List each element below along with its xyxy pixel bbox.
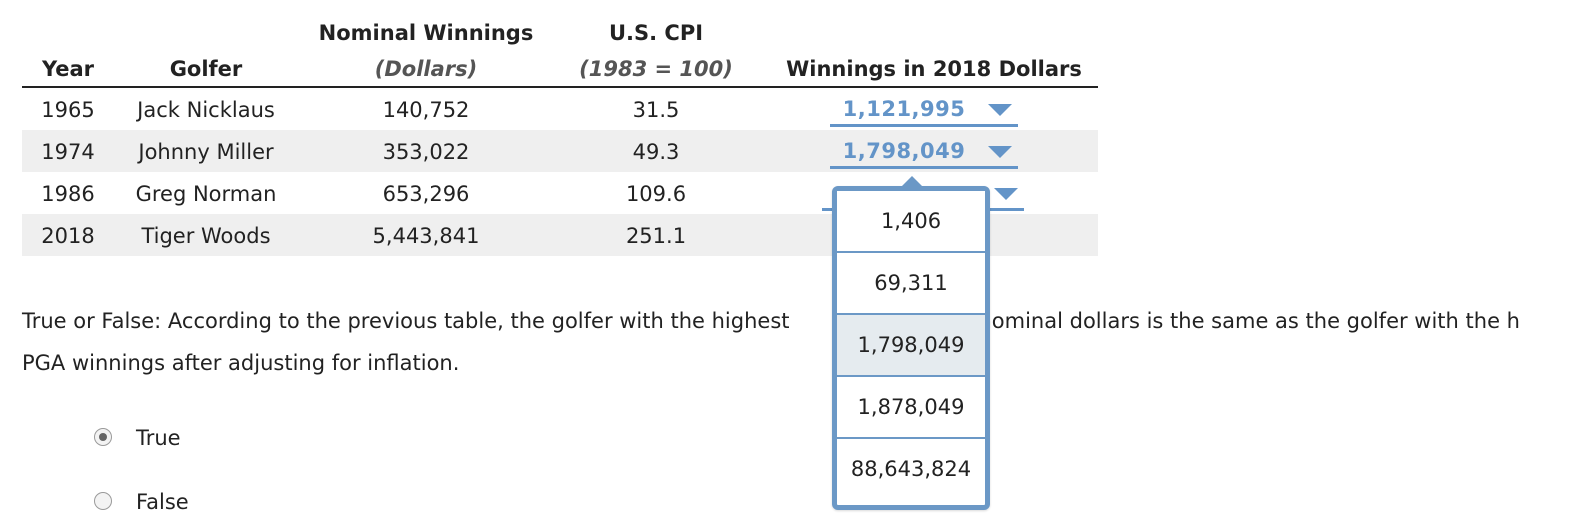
cell-golfer: Johnny Miller: [138, 140, 274, 164]
cell-golfer: Jack Nicklaus: [137, 98, 275, 122]
header-nominal-title: Nominal Winnings: [318, 21, 534, 45]
table-row: 1965 Jack Nicklaus 140,752 31.5 1,121,99…: [22, 88, 1098, 130]
cell-nominal: 5,443,841: [372, 224, 480, 248]
answer-false-label[interactable]: False: [136, 490, 189, 514]
cell-cpi: 109.6: [625, 182, 687, 206]
header-nominal-unit: (Dollars): [374, 57, 478, 81]
table-header-top: Nominal Winnings U.S. CPI: [22, 18, 1098, 48]
cell-golfer: Greg Norman: [135, 182, 277, 206]
chevron-down-icon: [988, 104, 1012, 116]
winnings-dropdown-popup[interactable]: 1,406 69,311 1,798,049 1,878,049 88,643,…: [832, 176, 990, 510]
header-cpi-title: U.S. CPI: [608, 21, 704, 45]
question-line-1: True or False: According to the previous…: [22, 300, 1572, 342]
radio-true[interactable]: [94, 428, 112, 446]
cell-nominal: 140,752: [382, 98, 470, 122]
header-cpi-unit: (1983 = 100): [579, 57, 733, 81]
question-line-1-right: n nominal dollars is the same as the gol…: [958, 309, 1520, 333]
popup-pointer: [901, 176, 923, 187]
table-header-bottom: Year Golfer (Dollars) (1983 = 100) Winni…: [22, 54, 1098, 84]
winnings-select-1974[interactable]: 1,798,049: [830, 136, 1018, 169]
answer-true-label[interactable]: True: [136, 426, 181, 450]
dropdown-option[interactable]: 88,643,824: [837, 439, 985, 499]
dropdown-option[interactable]: 1,406: [837, 191, 985, 253]
header-year: Year: [41, 57, 95, 81]
cell-golfer: Tiger Woods: [141, 224, 271, 248]
dropdown-option[interactable]: 1,878,049: [837, 377, 985, 439]
dropdown-option-highlighted[interactable]: 1,798,049: [837, 315, 985, 377]
question-line-1-left: True or False: According to the previous…: [22, 309, 790, 333]
question-text: True or False: According to the previous…: [22, 300, 1572, 384]
chevron-down-icon: [994, 188, 1018, 200]
header-golfer: Golfer: [169, 57, 243, 81]
cell-nominal: 353,022: [382, 140, 470, 164]
cell-year: 2018: [41, 224, 95, 248]
cell-cpi: 31.5: [632, 98, 680, 122]
select-value: 1,121,995: [842, 97, 966, 121]
table-row: 1974 Johnny Miller 353,022 49.3 1,798,04…: [22, 130, 1098, 172]
cell-year: 1974: [41, 140, 95, 164]
table-row: 1986 Greg Norman 653,296 109.6: [22, 172, 1098, 214]
cell-year: 1986: [41, 182, 95, 206]
question-line-2: PGA winnings after adjusting for inflati…: [22, 351, 460, 375]
header-divider: [22, 86, 1098, 88]
radio-false[interactable]: [94, 492, 112, 510]
chevron-down-icon: [988, 146, 1012, 158]
winnings-select-1965[interactable]: 1,121,995: [830, 94, 1018, 127]
cell-year: 1965: [41, 98, 95, 122]
cell-cpi: 49.3: [632, 140, 680, 164]
select-value: 1,798,049: [842, 139, 966, 163]
header-winnings-2018: Winnings in 2018 Dollars: [786, 57, 1082, 81]
cell-nominal: 653,296: [382, 182, 470, 206]
cell-cpi: 251.1: [625, 224, 687, 248]
dropdown-option[interactable]: 69,311: [837, 253, 985, 315]
